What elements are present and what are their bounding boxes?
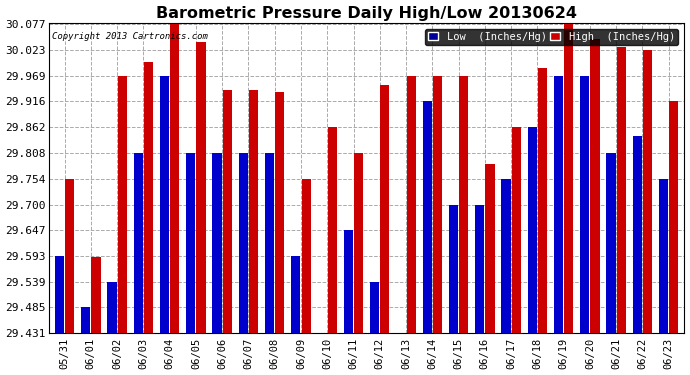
Bar [118, 76, 127, 333]
Bar [328, 127, 337, 333]
Bar [538, 68, 547, 333]
Bar [81, 308, 90, 333]
Bar [186, 153, 195, 333]
Bar [433, 76, 442, 333]
Bar [422, 101, 432, 333]
Bar [380, 85, 389, 333]
Bar [213, 153, 221, 333]
Bar [502, 179, 511, 333]
Bar [265, 153, 274, 333]
Bar [617, 46, 626, 333]
Bar [302, 179, 310, 333]
Bar [511, 127, 521, 333]
Bar [134, 153, 143, 333]
Bar [65, 179, 75, 333]
Bar [160, 76, 169, 333]
Bar [659, 179, 668, 333]
Bar [475, 204, 484, 333]
Bar [591, 39, 600, 333]
Bar [669, 101, 678, 333]
Bar [239, 153, 248, 333]
Bar [55, 256, 64, 333]
Bar [449, 204, 458, 333]
Bar [406, 76, 416, 333]
Title: Barometric Pressure Daily High/Low 20130624: Barometric Pressure Daily High/Low 20130… [156, 6, 577, 21]
Bar [370, 282, 380, 333]
Bar [643, 50, 652, 333]
Bar [528, 127, 537, 333]
Bar [344, 230, 353, 333]
Bar [249, 90, 258, 333]
Bar [170, 24, 179, 333]
Bar [564, 24, 573, 333]
Bar [108, 282, 117, 333]
Bar [554, 76, 563, 333]
Bar [354, 153, 363, 333]
Bar [633, 136, 642, 333]
Bar [459, 76, 469, 333]
Bar [197, 42, 206, 333]
Bar [607, 153, 615, 333]
Text: Copyright 2013 Cartronics.com: Copyright 2013 Cartronics.com [52, 32, 208, 41]
Legend: Low  (Inches/Hg), High  (Inches/Hg): Low (Inches/Hg), High (Inches/Hg) [425, 28, 678, 45]
Bar [580, 76, 589, 333]
Bar [223, 90, 232, 333]
Bar [291, 256, 300, 333]
Bar [144, 62, 153, 333]
Bar [91, 257, 101, 333]
Bar [485, 164, 495, 333]
Bar [275, 92, 284, 333]
